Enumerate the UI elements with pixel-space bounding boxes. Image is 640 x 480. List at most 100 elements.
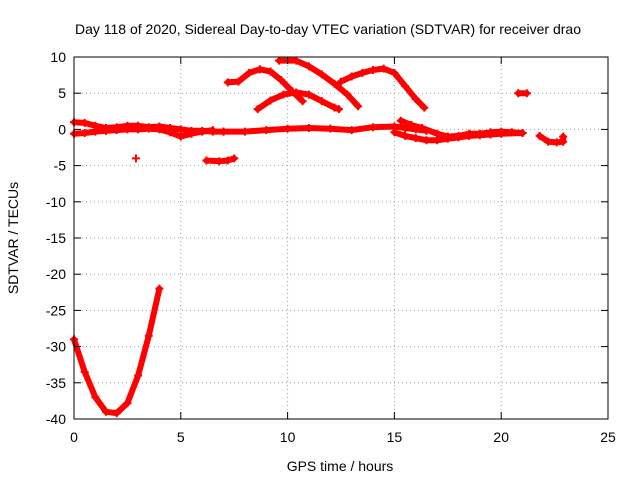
data-point	[202, 156, 211, 165]
data-point	[544, 137, 553, 146]
y-tick-label: -5	[54, 158, 67, 174]
data-point	[475, 131, 484, 140]
data-point	[317, 70, 326, 79]
y-tick-label: -25	[46, 302, 66, 318]
data-point	[166, 128, 175, 137]
y-tick-label: -35	[46, 375, 66, 391]
data-point	[292, 56, 301, 65]
data-point	[155, 125, 164, 134]
data-point	[102, 407, 111, 416]
series-line	[224, 66, 306, 105]
data-point	[358, 68, 367, 77]
data-point	[347, 72, 356, 81]
data-point	[304, 62, 313, 71]
data-point	[298, 97, 307, 106]
y-axis-label: SDTVAR / TECUs	[5, 182, 21, 294]
data-point	[123, 399, 132, 408]
y-tick-label: -10	[46, 194, 66, 210]
data-point	[401, 131, 410, 140]
series-isolated-point	[131, 154, 140, 163]
data-point	[401, 81, 410, 90]
data-point	[535, 131, 544, 140]
data-point	[411, 134, 420, 143]
data-point	[266, 67, 275, 76]
data-point	[337, 77, 345, 86]
data-point	[176, 125, 185, 134]
series-late-segment	[535, 131, 568, 147]
data-point	[255, 65, 264, 74]
data-point	[418, 123, 427, 132]
y-axis: 10 5 0 -5 -10 -15 -20 -25 -30 -35 -40	[46, 49, 608, 427]
data-point	[522, 89, 531, 98]
series-line	[203, 155, 238, 165]
data-point	[497, 129, 506, 138]
data-point	[223, 156, 232, 165]
y-tick-label: -15	[46, 230, 66, 246]
data-point	[176, 132, 185, 141]
data-point	[240, 127, 249, 136]
data-point	[422, 136, 431, 145]
data-point	[134, 125, 143, 134]
y-tick-label: 10	[50, 49, 66, 65]
series-line	[71, 285, 163, 417]
series-baseline-2	[70, 124, 217, 141]
data-point	[347, 126, 356, 135]
data-point	[112, 126, 121, 135]
data-point	[80, 118, 89, 127]
x-tick-label: 15	[387, 429, 403, 445]
data-point	[334, 105, 343, 114]
y-tick-label: 0	[58, 121, 66, 137]
series-arc-4	[337, 64, 429, 112]
data-point	[514, 89, 523, 98]
data-point	[443, 134, 452, 143]
data-point	[420, 103, 429, 112]
data-point	[131, 154, 140, 163]
data-point	[292, 88, 301, 97]
data-point	[454, 133, 463, 142]
data-point	[262, 126, 271, 135]
grid-lines	[74, 57, 608, 419]
data-point	[407, 121, 416, 130]
data-point	[112, 409, 121, 418]
series-arc-1	[223, 65, 307, 106]
data-point	[223, 78, 232, 87]
data-point	[379, 64, 388, 73]
data-point	[208, 126, 217, 135]
x-tick-label: 5	[177, 429, 185, 445]
data-point	[230, 154, 239, 163]
data-point	[330, 79, 339, 88]
data-point	[144, 124, 153, 133]
data-point	[354, 102, 363, 111]
series-line	[254, 89, 342, 113]
data-point	[245, 68, 254, 77]
data-point	[266, 96, 275, 105]
data-series	[70, 56, 568, 418]
data-point	[433, 136, 442, 145]
data-point	[198, 127, 207, 136]
y-tick-label: -40	[46, 411, 66, 427]
series-dip-curve	[70, 284, 164, 418]
data-point	[91, 127, 100, 136]
data-point	[304, 90, 313, 99]
data-point	[369, 123, 378, 132]
data-point	[253, 105, 262, 114]
data-point	[283, 124, 292, 133]
data-point	[304, 123, 313, 132]
data-point	[134, 371, 143, 380]
y-tick-label: 5	[58, 85, 66, 101]
data-point	[144, 331, 153, 340]
data-point	[330, 103, 339, 112]
series-high-point	[514, 89, 531, 98]
data-point	[465, 131, 474, 140]
x-tick-label: 20	[493, 429, 509, 445]
data-point	[215, 157, 224, 166]
data-point	[326, 124, 335, 133]
data-point	[219, 127, 228, 136]
data-point	[279, 90, 288, 99]
x-tick-label: 0	[70, 429, 78, 445]
data-point	[390, 68, 399, 77]
data-point	[343, 90, 352, 99]
data-point	[369, 66, 378, 75]
data-point	[277, 76, 286, 85]
